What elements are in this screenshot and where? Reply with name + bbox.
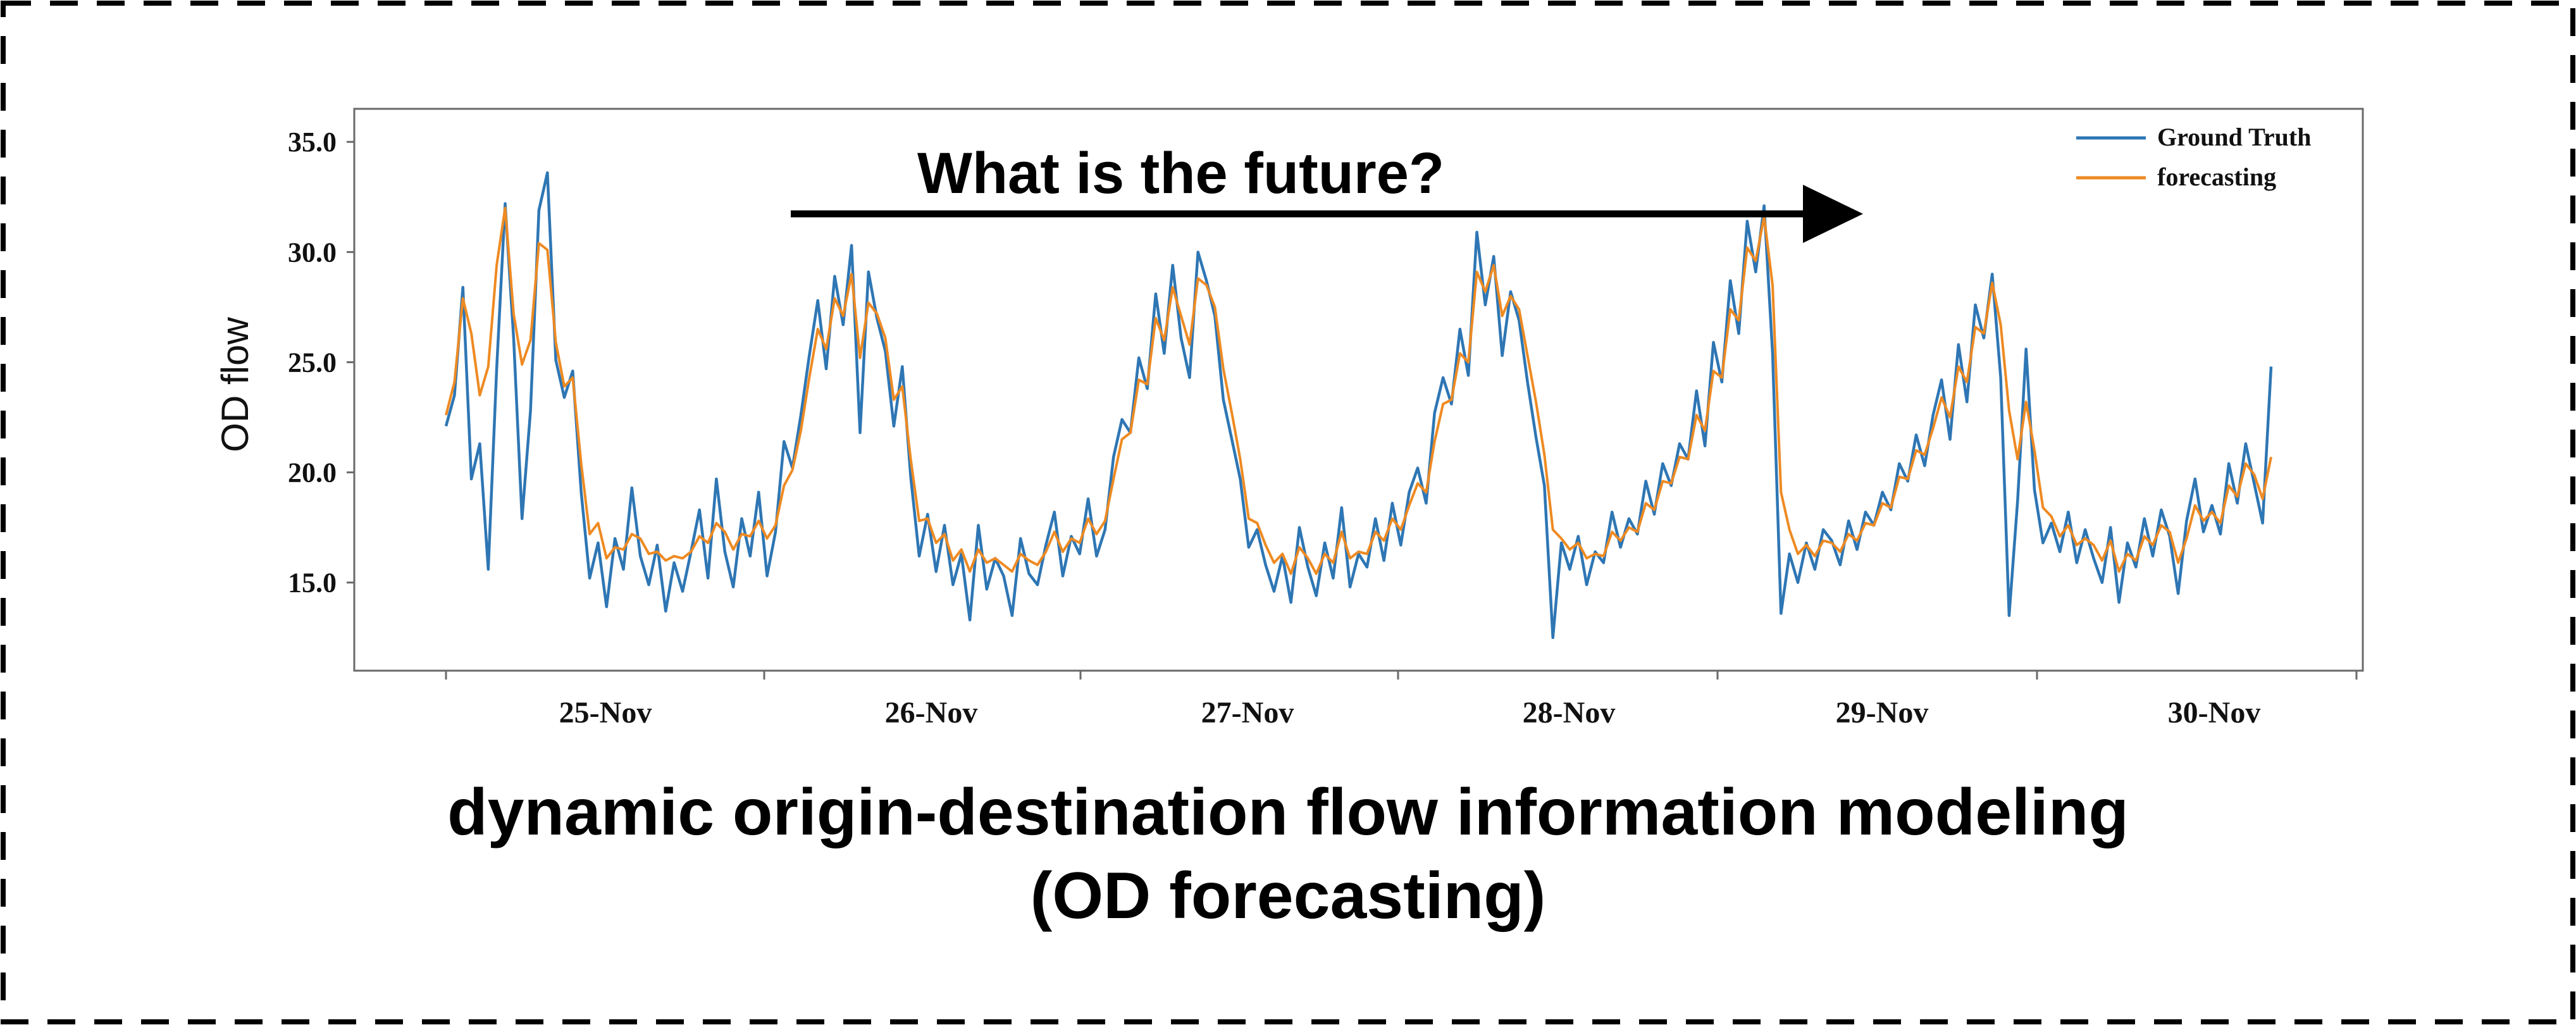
x-tick-label: 26-Nov (885, 696, 978, 730)
legend: Ground Truth forecasting (2076, 123, 2311, 191)
ground-truth-line (444, 171, 2273, 640)
x-axis-ticks: 25-Nov 26-Nov 27-Nov 28-Nov 29-Nov 30-Nov (445, 671, 2358, 730)
y-axis-label: OD flow (214, 317, 256, 452)
y-tick-label: 15.0 (288, 568, 337, 599)
figure-caption: dynamic origin-destination flow informat… (0, 771, 2576, 938)
x-tick-label: 25-Nov (559, 696, 652, 730)
annotation-text: What is the future? (917, 141, 1444, 206)
legend-label-forecasting: forecasting (2157, 163, 2276, 191)
y-tick-label: 25.0 (288, 347, 337, 378)
forecasting-line (445, 206, 2272, 575)
series-layer (444, 171, 2273, 640)
y-axis-ticks: 15.0 20.0 25.0 30.0 35.0 (288, 127, 354, 599)
x-tick-label: 28-Nov (1523, 696, 1616, 730)
caption-line-2: (OD forecasting) (1030, 859, 1546, 933)
y-tick-label: 30.0 (288, 237, 337, 268)
y-tick-label: 35.0 (288, 127, 337, 158)
x-tick-label: 29-Nov (1836, 696, 1929, 730)
y-tick-label: 20.0 (288, 457, 337, 488)
caption-line-1: dynamic origin-destination flow informat… (447, 776, 2129, 849)
x-tick-label: 30-Nov (2168, 696, 2261, 730)
future-annotation: What is the future? (791, 141, 1863, 243)
legend-label-ground-truth: Ground Truth (2157, 123, 2311, 151)
annotation-arrow-head (1803, 185, 1863, 243)
x-tick-label: 27-Nov (1201, 696, 1294, 730)
